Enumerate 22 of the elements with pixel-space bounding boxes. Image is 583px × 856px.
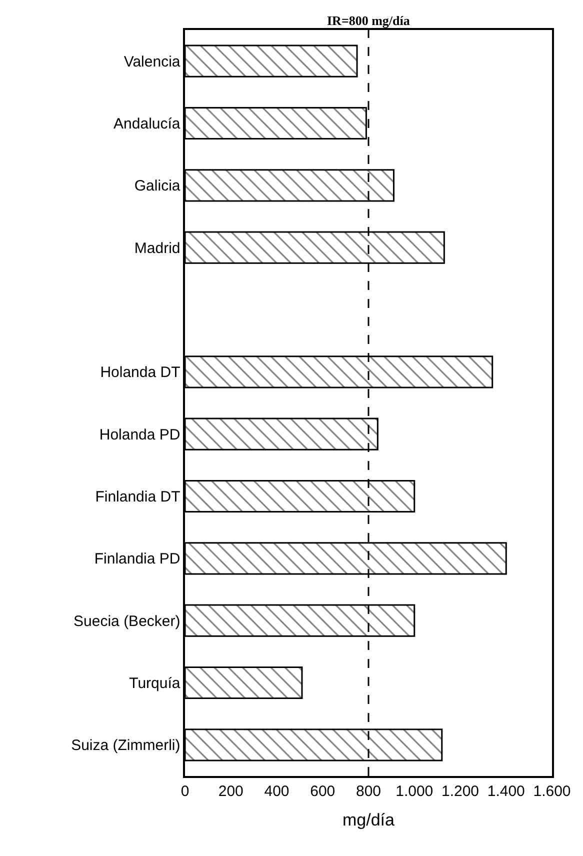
y-tick-label: Finlandia PD — [94, 550, 180, 568]
y-tick-label: Turquía — [129, 675, 181, 692]
y-tick-label: Madrid — [134, 240, 180, 257]
x-tick-label: 1.600 — [533, 782, 571, 800]
x-tick-label: 0 — [180, 782, 190, 800]
y-tick-label: Holanda DT — [100, 364, 180, 382]
y-tick-label: Suiza (Zimmerli) — [71, 737, 180, 754]
y-tick-label: Finlandia DT — [95, 488, 180, 506]
x-axis-title: mg/día — [342, 810, 396, 830]
x-tick-label: 1.200 — [441, 782, 480, 800]
y-tick-label: Suecia (Becker) — [74, 612, 180, 630]
y-tick-label: Holanda PD — [99, 426, 180, 444]
ref-line-label: IR=800 mg/día — [327, 13, 410, 28]
x-tick-label: 600 — [310, 782, 336, 800]
x-tick-label: 400 — [264, 782, 290, 800]
x-tick-label: 1.000 — [396, 782, 434, 800]
y-tick-label: Valencia — [124, 53, 181, 70]
y-tick-label: Andalucía — [114, 116, 181, 132]
y-tick-label: Galicia — [134, 178, 181, 195]
x-tick-label: 1.400 — [487, 782, 525, 800]
x-tick-label: 800 — [356, 782, 382, 800]
x-tick-label: 200 — [218, 782, 244, 800]
